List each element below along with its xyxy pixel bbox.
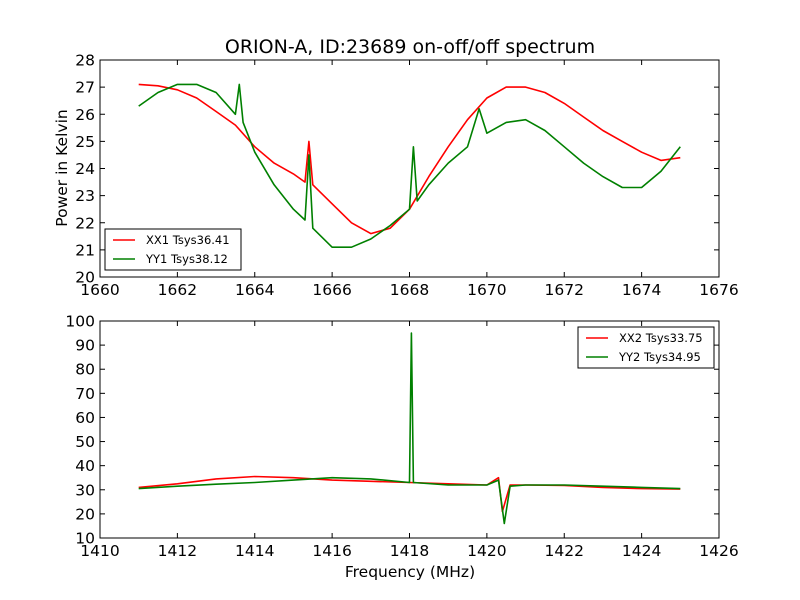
top-y-tick-label: 22 xyxy=(75,214,95,232)
top-x-tick-label: 1668 xyxy=(390,281,429,299)
bottom-legend-label-1: XX2 Tsys33.75 xyxy=(619,331,703,345)
bottom-y-tick-label: 40 xyxy=(75,457,95,475)
bottom-x-tick-label: 1418 xyxy=(390,542,429,560)
top-y-tick-label: 26 xyxy=(75,106,95,124)
bottom-y-tick-label: 10 xyxy=(75,530,95,548)
bottom-x-tick-label: 1410 xyxy=(80,542,119,560)
top-x-tick-label: 1660 xyxy=(80,281,119,299)
bottom-x-tick-label: 1414 xyxy=(235,542,274,560)
top-y-tick-label: 20 xyxy=(75,269,95,287)
bottom-x-tick-label: 1416 xyxy=(312,542,351,560)
bottom-y-tick-label: 80 xyxy=(75,361,95,379)
top-x-tick-label: 1666 xyxy=(312,281,351,299)
top-y-tick-label: 21 xyxy=(75,241,95,259)
bottom-x-axis-label: Frequency (MHz) xyxy=(345,563,475,581)
bottom-x-tick-label: 1420 xyxy=(467,542,506,560)
bottom-y-tick-label: 60 xyxy=(75,409,95,427)
top-y-tick-label: 28 xyxy=(75,52,95,70)
bottom-x-tick-label: 1412 xyxy=(158,542,197,560)
bottom-series-line-2 xyxy=(138,332,681,525)
top-y-tick-label: 23 xyxy=(75,187,95,205)
bottom-x-tick-label: 1424 xyxy=(622,542,661,560)
bottom-y-tick-label: 90 xyxy=(75,337,95,355)
bottom-y-tick-label: 100 xyxy=(65,313,95,331)
top-legend-label-1: XX1 Tsys36.41 xyxy=(146,233,230,247)
bottom-y-tick-label: 30 xyxy=(75,481,95,499)
bottom-y-tick-label: 50 xyxy=(75,433,95,451)
bottom-x-tick-label: 1422 xyxy=(545,542,584,560)
top-series-line-1 xyxy=(138,83,681,235)
bottom-plot-panel: Frequency (MHz) 1410 1412 1414 1416 1418 1420… xyxy=(65,313,738,582)
top-x-tick-label: 1676 xyxy=(699,281,738,299)
top-y-axis-label: Power in Kelvin xyxy=(53,109,71,226)
bottom-legend-box xyxy=(577,326,715,369)
top-x-tick-label: 1670 xyxy=(467,281,506,299)
bottom-y-tick-label: 70 xyxy=(75,385,95,403)
top-y-tick-label: 25 xyxy=(75,133,95,151)
bottom-y-tick-label: 20 xyxy=(75,505,95,523)
bottom-x-tick-label: 1426 xyxy=(699,542,738,560)
top-x-tick-label: 1662 xyxy=(158,281,197,299)
top-y-tick-label: 24 xyxy=(75,160,95,178)
top-legend-label-2: YY1 Tsys38.12 xyxy=(145,252,228,266)
top-plot-panel: Power in Kelvin 1660 1662 1664 1666 1668 1670… xyxy=(53,52,739,300)
top-x-tick-label: 1674 xyxy=(622,281,661,299)
chart-title: ORION-A, ID:23689 on-off/off spectrum xyxy=(225,36,595,58)
top-legend-box xyxy=(104,228,242,271)
top-y-tick-label: 27 xyxy=(75,79,95,97)
bottom-legend-label-2: YY2 Tsys34.95 xyxy=(618,350,701,364)
top-x-tick-label: 1672 xyxy=(545,281,584,299)
top-x-tick-label: 1664 xyxy=(235,281,274,299)
top-series-line-2 xyxy=(138,83,681,248)
